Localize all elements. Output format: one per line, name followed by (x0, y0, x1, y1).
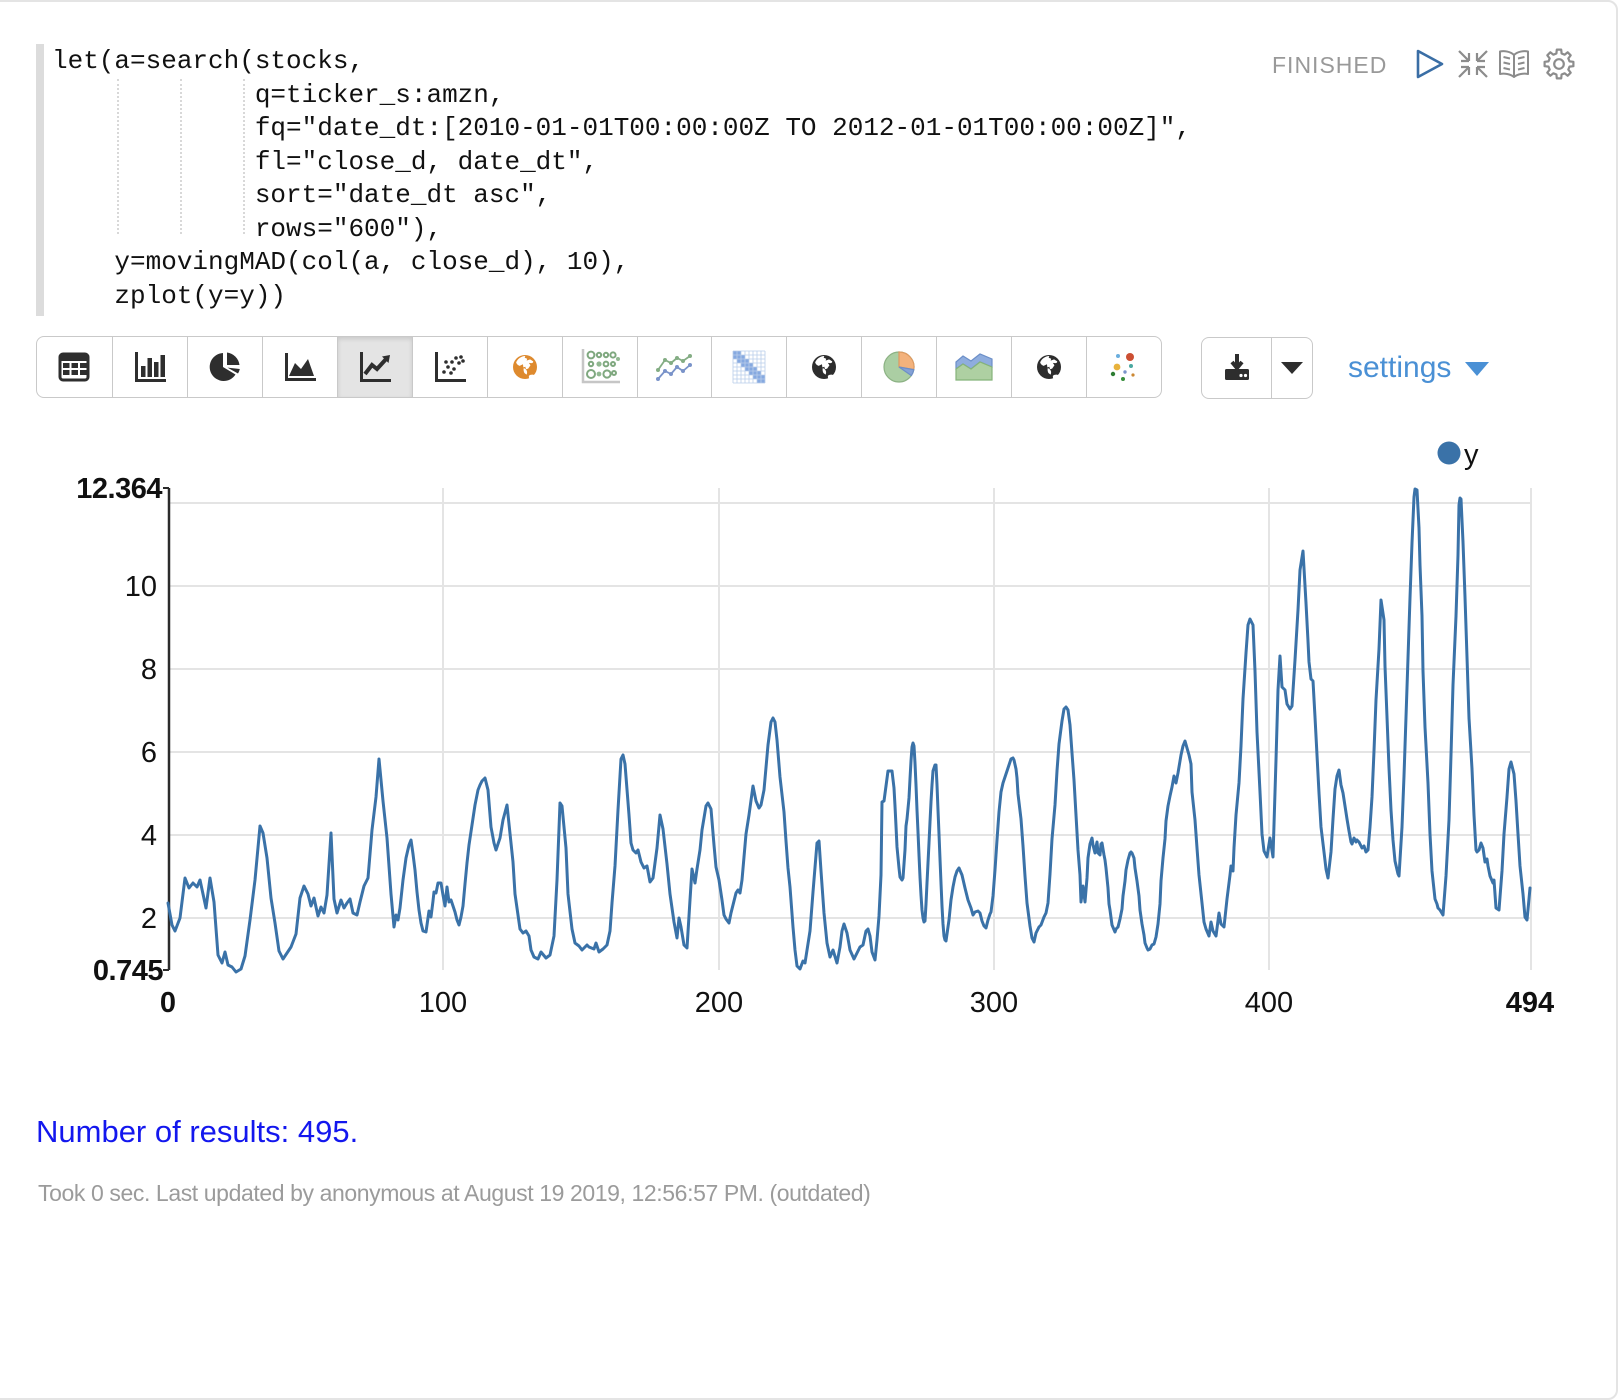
svg-text:0: 0 (160, 987, 176, 1019)
svg-text:y: y (1464, 439, 1479, 471)
svg-text:0.745: 0.745 (93, 955, 163, 987)
svg-text:494: 494 (1506, 987, 1554, 1019)
svg-text:6: 6 (141, 737, 157, 769)
svg-text:8: 8 (141, 654, 157, 686)
svg-text:4: 4 (141, 820, 157, 852)
svg-text:300: 300 (970, 987, 1018, 1019)
svg-text:2: 2 (141, 903, 157, 935)
svg-text:200: 200 (695, 987, 743, 1019)
svg-text:10: 10 (125, 571, 157, 603)
svg-text:100: 100 (419, 987, 467, 1019)
svg-text:12.364: 12.364 (76, 473, 162, 505)
svg-text:400: 400 (1245, 987, 1293, 1019)
